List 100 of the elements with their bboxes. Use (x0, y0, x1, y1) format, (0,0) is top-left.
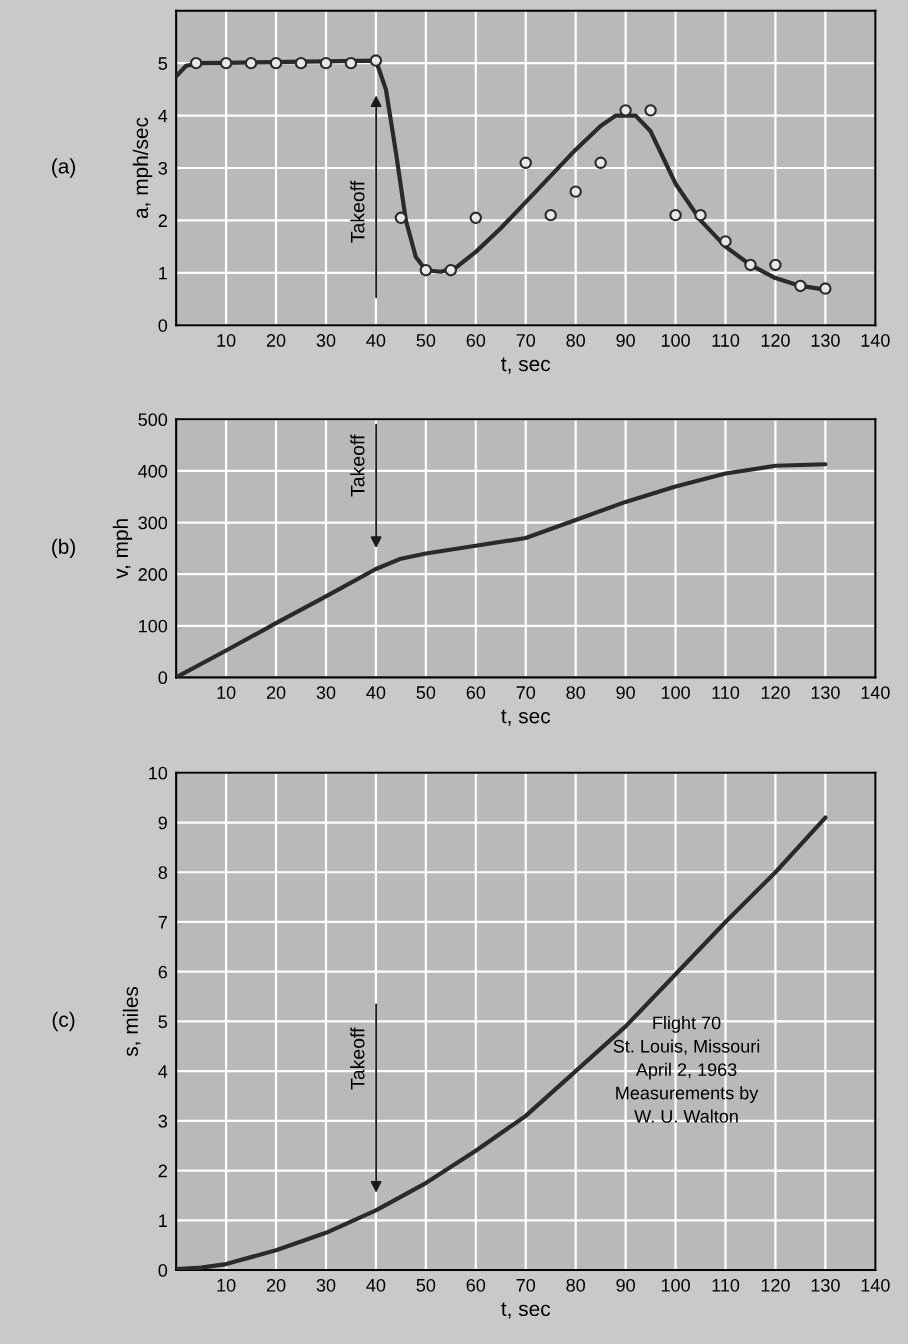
point (519, 156, 532, 169)
point (819, 282, 832, 295)
y-tick-label: 200 (138, 568, 168, 581)
x-tick-label: 100 (661, 686, 690, 699)
x-tick-label: 130 (811, 1278, 840, 1292)
annotation: Takeoff (350, 1027, 365, 1090)
x-tick-label: 40 (366, 686, 386, 699)
x-tick-label: 90 (616, 1278, 635, 1292)
point (544, 208, 557, 222)
line-series (176, 815, 828, 1271)
x-tick-label: 130 (811, 334, 840, 347)
x-tick-label: 80 (566, 686, 586, 699)
x-tick-label: 80 (566, 1278, 586, 1292)
y-tick-label: 4 (158, 109, 168, 123)
x-tick-label: 110 (712, 1278, 740, 1292)
y-tick-label: 5 (158, 57, 168, 70)
x-tick-label: 20 (266, 686, 286, 699)
x-tick-label: 50 (416, 334, 436, 347)
y-tick-label: 400 (138, 464, 168, 478)
x-tick-label: 110 (712, 686, 740, 699)
y-tick-label: 8 (158, 866, 168, 879)
y-axis-title: a, mph/sec (132, 117, 153, 219)
x-tick-label: 110 (712, 334, 740, 347)
point (794, 279, 807, 293)
x-tick-label: 100 (661, 334, 690, 347)
x-tick-label: 120 (761, 686, 790, 699)
x-tick-label: 40 (366, 334, 386, 347)
x-tick-label: 10 (217, 1278, 236, 1292)
x-tick-label: 90 (616, 686, 635, 699)
x-tick-label: 10 (217, 686, 236, 699)
y-tick-label: 9 (158, 816, 167, 830)
y-tick-label: 1 (159, 266, 167, 280)
y-axis-title: v, mph (112, 519, 133, 579)
x-tick-label: 70 (516, 1278, 536, 1292)
point (669, 208, 682, 222)
x-tick-label: 60 (466, 334, 486, 347)
x-tick-label: 40 (366, 1278, 386, 1292)
point (319, 56, 333, 70)
point (694, 208, 707, 222)
x-tick-label: 70 (516, 686, 536, 699)
x-tick-label: 10 (217, 334, 236, 347)
x-axis-title: t, sec (501, 1302, 551, 1319)
y-axis-title: s, miles (122, 986, 141, 1057)
annotation: Takeoff (350, 434, 365, 497)
point (719, 235, 732, 248)
x-tick-label: 60 (466, 686, 486, 699)
x-tick-label: 140 (861, 334, 890, 347)
point (744, 258, 757, 272)
y-tick-label: 3 (158, 1114, 168, 1128)
point (269, 56, 283, 70)
x-tick-label: 140 (861, 686, 890, 699)
y-tick-label: 6 (158, 965, 168, 979)
x-tick-label: 130 (811, 686, 840, 699)
text: (a) (52, 158, 75, 178)
point (644, 104, 657, 117)
x-tick-label: 30 (316, 334, 336, 347)
annotation: Takeoff (350, 180, 365, 243)
point (444, 264, 458, 277)
x-tick-label: 60 (466, 1278, 486, 1292)
y-tick-label: 2 (158, 214, 167, 227)
y-tick-label: 10 (149, 766, 168, 780)
y-tick-label: 4 (158, 1065, 168, 1078)
y-tick-label: 300 (138, 516, 168, 530)
y-tick-label: 0 (158, 1264, 168, 1277)
point (219, 56, 233, 70)
x-tick-label: 120 (761, 1278, 790, 1292)
point (244, 56, 258, 70)
y-tick-label: 3 (158, 161, 168, 175)
point (419, 264, 433, 277)
annotation: Flight 70 St. Louis, Missouri April 2, 1963 Measurements by W. U. Walton (613, 1016, 760, 1123)
x-axis-title: t, sec (501, 709, 551, 726)
x-tick-label: 30 (316, 1278, 336, 1292)
y-tick-label: 0 (158, 319, 168, 332)
x-tick-label: 50 (416, 1278, 436, 1292)
text: (b) (52, 538, 75, 559)
point (189, 56, 203, 70)
point (594, 156, 607, 169)
x-tick-label: 100 (661, 1278, 690, 1292)
point (469, 211, 482, 224)
x-axis-title: t, sec (501, 357, 551, 374)
y-tick-label: 5 (158, 1015, 168, 1029)
x-tick-label: 30 (316, 686, 336, 699)
y-tick-label: 2 (158, 1164, 167, 1178)
point (294, 56, 308, 70)
point (369, 54, 383, 67)
y-tick-label: 500 (138, 413, 168, 427)
x-tick-label: 120 (761, 334, 790, 347)
x-tick-label: 50 (416, 686, 436, 699)
y-tick-label: 0 (158, 671, 168, 685)
point (344, 56, 358, 70)
y-tick-label: 100 (139, 619, 168, 633)
x-tick-label: 140 (861, 1278, 890, 1292)
text: (c) (52, 1011, 75, 1032)
x-tick-label: 70 (516, 334, 536, 347)
point (769, 258, 782, 272)
x-tick-label: 20 (266, 334, 286, 347)
x-tick-label: 90 (616, 334, 635, 347)
x-tick-label: 80 (566, 334, 586, 347)
y-tick-label: 7 (158, 916, 167, 929)
x-tick-label: 20 (266, 1278, 286, 1292)
